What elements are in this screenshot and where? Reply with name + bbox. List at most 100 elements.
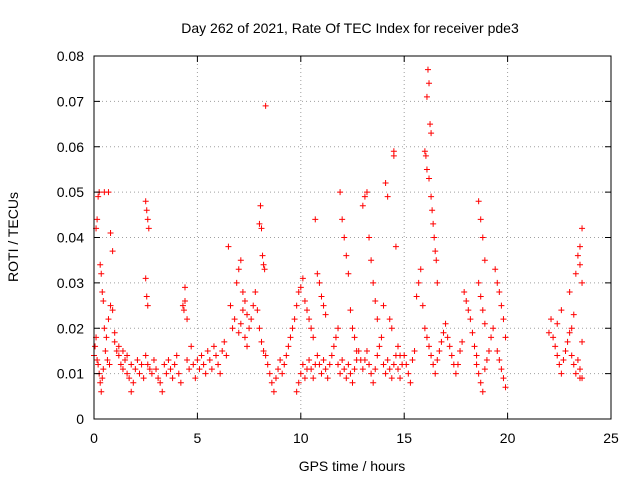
data-point	[481, 366, 488, 373]
data-point	[268, 379, 275, 386]
data-point	[144, 216, 151, 223]
data-point	[552, 343, 559, 350]
data-point	[372, 298, 379, 305]
data-point	[262, 352, 269, 359]
y-axis-label: ROTI / TECUs	[5, 192, 21, 282]
data-point	[261, 266, 268, 273]
data-point	[316, 361, 323, 368]
data-point	[576, 375, 583, 382]
data-point	[257, 202, 264, 209]
data-point	[107, 302, 114, 309]
data-point	[374, 352, 381, 359]
data-point	[330, 343, 337, 350]
data-point	[386, 366, 393, 373]
data-point	[231, 316, 238, 323]
data-point	[239, 307, 246, 314]
data-point	[314, 270, 321, 277]
data-point	[310, 334, 317, 341]
data-point	[285, 343, 292, 350]
data-point	[427, 121, 434, 128]
data-point	[246, 325, 253, 332]
data-point	[382, 370, 389, 377]
data-point	[411, 347, 418, 354]
data-point	[103, 334, 110, 341]
data-point	[382, 180, 389, 187]
data-point	[115, 343, 122, 350]
data-point	[349, 379, 356, 386]
data-point	[401, 352, 408, 359]
data-point	[471, 343, 478, 350]
data-point	[359, 366, 366, 373]
chart-title: Day 262 of 2021, Rate Of TEC Index for r…	[181, 20, 519, 36]
data-point	[341, 366, 348, 373]
data-point	[113, 347, 120, 354]
data-point	[576, 261, 583, 268]
data-point	[132, 366, 139, 373]
data-point	[361, 193, 368, 200]
data-point	[417, 266, 424, 273]
data-point	[405, 370, 412, 377]
data-point	[254, 307, 261, 314]
data-point	[488, 334, 495, 341]
data-point	[415, 279, 422, 286]
data-point	[390, 361, 397, 368]
data-point	[461, 288, 468, 295]
data-point	[558, 307, 565, 314]
data-point	[155, 375, 162, 382]
data-point	[217, 370, 224, 377]
data-point	[94, 357, 101, 364]
data-point	[576, 243, 583, 250]
data-point	[281, 361, 288, 368]
data-point	[244, 311, 251, 318]
data-point	[473, 352, 480, 359]
data-point	[431, 234, 438, 241]
data-point	[424, 66, 431, 73]
data-point	[392, 243, 399, 250]
data-point	[430, 220, 437, 227]
y-tick-label: 0.06	[57, 139, 84, 155]
data-point	[428, 193, 435, 200]
data-point	[301, 375, 308, 382]
data-point	[566, 288, 573, 295]
data-point	[229, 325, 236, 332]
y-tick-label: 0.04	[57, 230, 84, 246]
data-point	[128, 388, 135, 395]
data-point	[136, 370, 143, 377]
data-point	[180, 307, 187, 314]
data-point	[256, 325, 263, 332]
data-point	[256, 220, 263, 227]
data-point	[105, 316, 112, 323]
data-point	[322, 311, 329, 318]
data-point	[457, 347, 464, 354]
y-tick-label: 0.08	[57, 48, 84, 64]
data-point	[102, 347, 109, 354]
data-point	[308, 366, 315, 373]
data-point	[304, 307, 311, 314]
data-point	[145, 225, 152, 232]
data-point	[442, 320, 449, 327]
data-point	[376, 343, 383, 350]
data-point	[579, 279, 586, 286]
data-point	[432, 370, 439, 377]
data-point	[237, 257, 244, 264]
data-point	[299, 361, 306, 368]
data-point	[448, 352, 455, 359]
data-point	[403, 361, 410, 368]
data-point	[339, 357, 346, 364]
y-tick-label: 0	[76, 411, 84, 427]
data-point	[287, 334, 294, 341]
data-point	[370, 379, 377, 386]
data-point	[434, 279, 441, 286]
data-point	[196, 366, 203, 373]
data-point	[444, 334, 451, 341]
data-point	[106, 361, 113, 368]
data-point	[206, 357, 213, 364]
data-point	[144, 302, 151, 309]
data-point	[277, 357, 284, 364]
data-point	[142, 198, 149, 205]
data-point	[169, 375, 176, 382]
data-point	[572, 370, 579, 377]
data-point	[421, 325, 428, 332]
data-point	[479, 388, 486, 395]
data-point	[426, 343, 433, 350]
